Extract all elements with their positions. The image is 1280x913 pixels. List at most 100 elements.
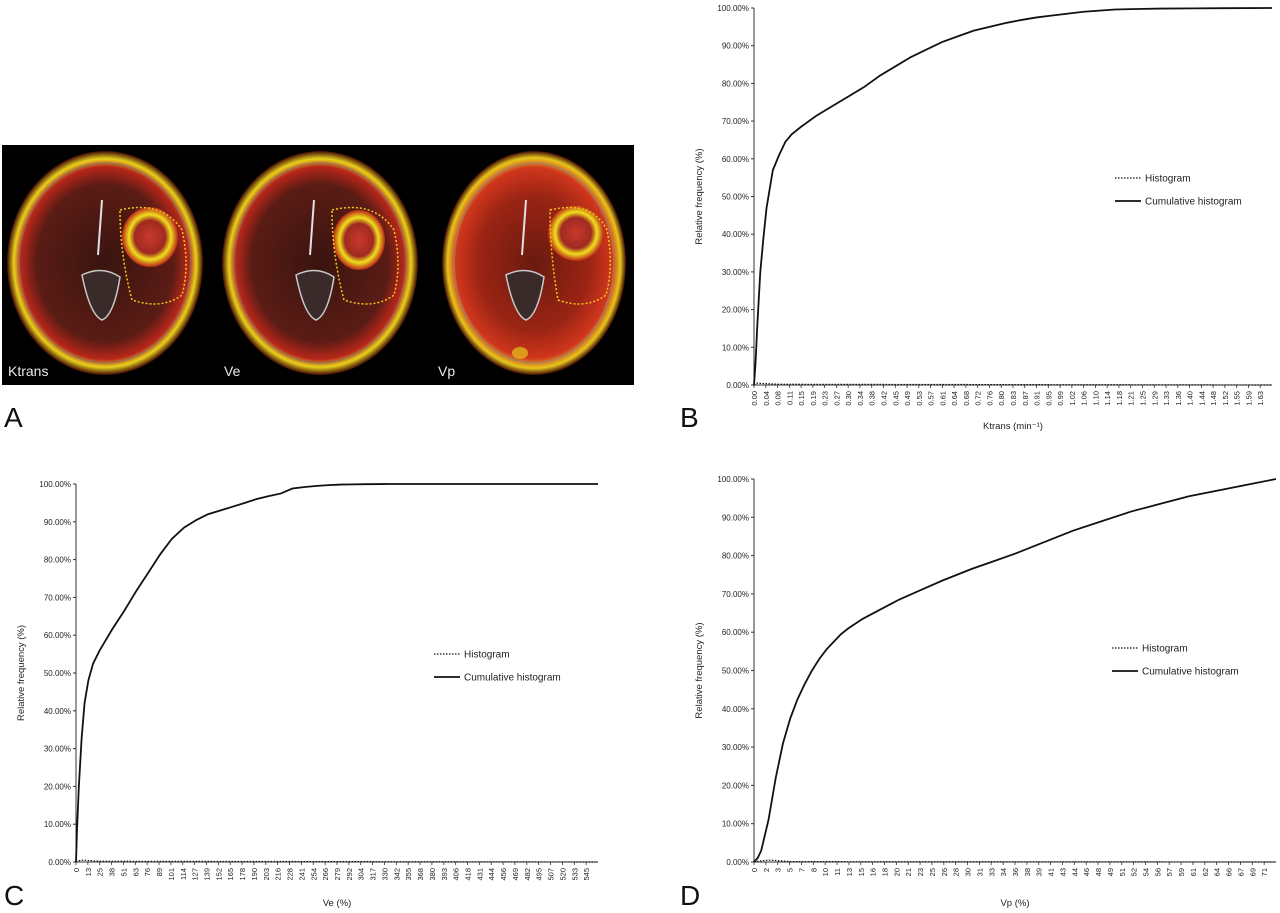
- x-tick-label: 13: [845, 868, 854, 876]
- x-tick-label: 507: [547, 868, 556, 881]
- x-tick-label: 2: [762, 868, 771, 872]
- x-tick-label: 52: [1130, 868, 1139, 876]
- x-tick-label: 152: [214, 868, 223, 881]
- x-tick-label: 0.61: [938, 391, 947, 406]
- x-tick-label: 1.25: [1139, 391, 1148, 406]
- y-tick-label: 70.00%: [722, 590, 749, 599]
- y-tick-label: 30.00%: [722, 268, 749, 277]
- x-tick-label: 216: [274, 868, 283, 881]
- x-tick-label: 41: [1047, 868, 1056, 876]
- x-tick-label: 0.19: [809, 391, 818, 406]
- y-tick-label: 70.00%: [722, 117, 749, 126]
- y-tick-label: 40.00%: [722, 705, 749, 714]
- series-histogram-line: [753, 859, 1277, 863]
- y-tick-label: 30.00%: [722, 743, 749, 752]
- brain-map-vp: [442, 151, 626, 375]
- y-tick-label: 0.00%: [726, 858, 749, 867]
- x-tick-label: 1.10: [1091, 391, 1100, 406]
- x-tick-label: 21: [904, 868, 913, 876]
- x-tick-label: 67: [1236, 868, 1245, 876]
- y-tick-label: 60.00%: [44, 631, 71, 640]
- x-tick-label: 139: [203, 868, 212, 881]
- y-tick-label: 50.00%: [722, 667, 749, 676]
- x-tick-label: 0.04: [762, 391, 771, 406]
- x-tick-label: 393: [440, 868, 449, 881]
- x-tick-label: 368: [416, 868, 425, 881]
- x-tick-label: 30: [964, 868, 973, 876]
- x-tick-label: 51: [1118, 868, 1127, 876]
- x-axis-title: Ve (%): [323, 898, 352, 909]
- y-tick-label: 100.00%: [717, 4, 749, 13]
- x-tick-label: 0.23: [821, 391, 830, 406]
- x-tick-label: 1.40: [1186, 391, 1195, 406]
- x-tick-label: 330: [380, 868, 389, 881]
- x-tick-label: 0.45: [891, 391, 900, 406]
- x-tick-label: 127: [191, 868, 200, 881]
- x-tick-label: 31: [975, 868, 984, 876]
- x-tick-label: 48: [1094, 868, 1103, 876]
- x-tick-label: 7: [797, 868, 806, 872]
- x-tick-label: 18: [881, 868, 890, 876]
- y-tick-label: 20.00%: [722, 306, 749, 315]
- y-tick-label: 40.00%: [44, 707, 71, 716]
- x-tick-label: 380: [428, 868, 437, 881]
- x-tick-label: 0: [72, 868, 81, 872]
- x-tick-label: 59: [1177, 868, 1186, 876]
- x-tick-label: 15: [857, 868, 866, 876]
- y-tick-label: 70.00%: [44, 593, 71, 602]
- x-tick-label: 1.48: [1209, 391, 1218, 406]
- x-tick-label: 62: [1201, 868, 1210, 876]
- x-tick-label: 203: [262, 868, 271, 881]
- x-tick-label: 355: [404, 868, 413, 881]
- y-tick-label: 10.00%: [44, 820, 71, 829]
- x-tick-label: 0.76: [985, 391, 994, 406]
- x-tick-label: 89: [155, 868, 164, 876]
- x-tick-label: 114: [179, 868, 188, 880]
- x-tick-label: 0.95: [1044, 391, 1053, 406]
- y-tick-label: 10.00%: [722, 343, 749, 352]
- x-tick-label: 1.18: [1115, 391, 1124, 406]
- x-tick-label: 1.14: [1103, 391, 1112, 406]
- x-axis-title: Ktrans (min⁻¹): [983, 421, 1043, 432]
- y-axis-title: Relative frequency (%): [694, 622, 705, 718]
- x-tick-label: 44: [1070, 868, 1079, 876]
- series-cumulative-line: [75, 483, 598, 863]
- x-tick-label: 71: [1260, 868, 1269, 876]
- y-tick-label: 100.00%: [717, 475, 749, 484]
- x-tick-label: 0.53: [915, 391, 924, 406]
- x-tick-label: 241: [297, 868, 306, 881]
- x-tick-label: 0.72: [974, 391, 983, 406]
- x-tick-label: 0.11: [785, 391, 794, 405]
- y-tick-label: 10.00%: [722, 820, 749, 829]
- y-tick-label: 50.00%: [722, 193, 749, 202]
- x-tick-label: 66: [1225, 868, 1234, 876]
- y-axis-title: Relative frequency (%): [694, 148, 705, 244]
- panel-label-d: D: [680, 880, 701, 911]
- x-tick-label: 1.52: [1221, 391, 1230, 406]
- x-tick-label: 1.55: [1233, 391, 1242, 406]
- x-tick-label: 342: [392, 868, 401, 881]
- series-cumulative-line: [753, 7, 1273, 386]
- x-tick-label: 0.34: [856, 391, 865, 406]
- y-tick-label: 60.00%: [722, 628, 749, 637]
- y-tick-label: 80.00%: [44, 556, 71, 565]
- x-tick-label: 25: [928, 868, 937, 876]
- series-histogram-line: [75, 859, 599, 863]
- x-tick-label: 33: [987, 868, 996, 876]
- x-tick-label: 0: [750, 868, 759, 872]
- y-tick-label: 30.00%: [44, 745, 71, 754]
- x-tick-label: 43: [1058, 868, 1067, 876]
- x-tick-label: 16: [869, 868, 878, 876]
- series-histogram-line: [753, 382, 1273, 386]
- x-tick-label: 10: [821, 868, 830, 876]
- y-tick-label: 0.00%: [48, 858, 71, 867]
- x-tick-label: 34: [999, 868, 1008, 876]
- brain-label-ve: Ve: [224, 363, 241, 379]
- panel-label-a: A: [4, 402, 23, 433]
- x-tick-label: 482: [523, 868, 532, 881]
- x-tick-label: 28: [952, 868, 961, 876]
- brain-maps-panel: Ktrans Ve Vp: [2, 145, 634, 385]
- legend-label: Cumulative histogram: [464, 673, 561, 684]
